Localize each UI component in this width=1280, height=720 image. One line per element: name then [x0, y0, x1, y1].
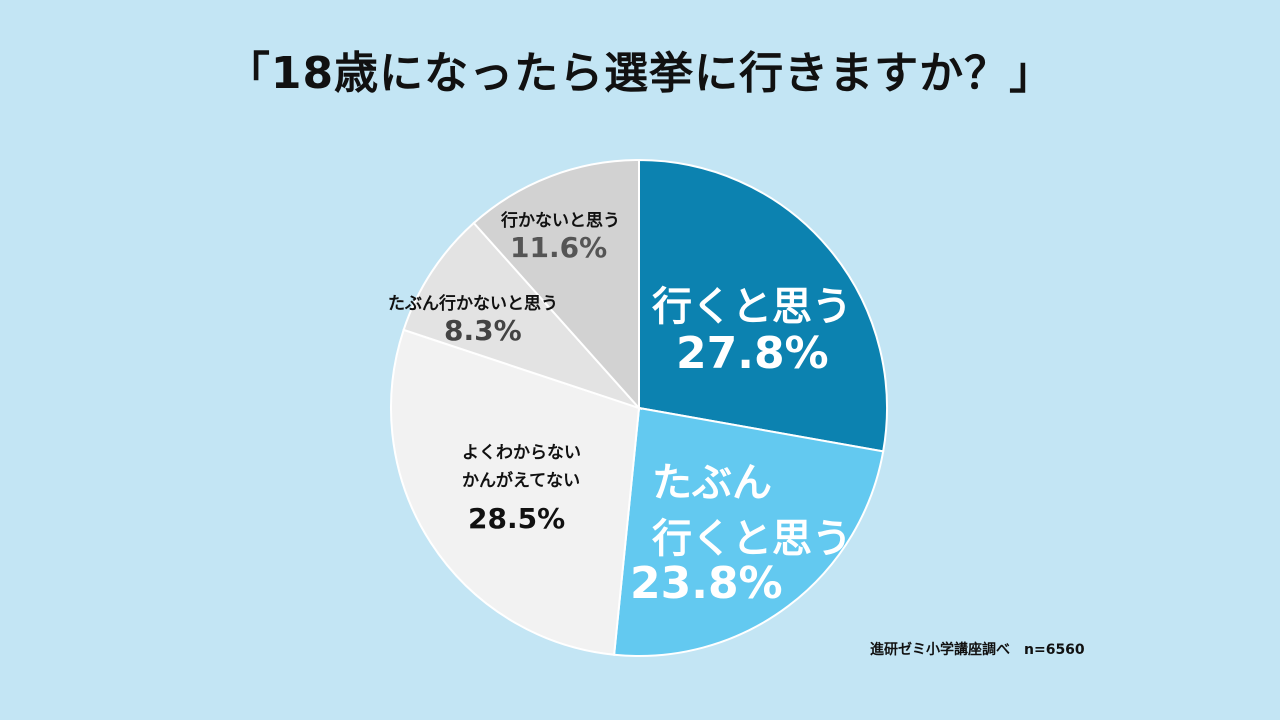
label-dont-know-text1: よくわからない: [462, 443, 581, 463]
label-probably-go-text2: 行くと思う: [652, 516, 852, 562]
label-not-go-text: 行かないと思う: [501, 211, 620, 231]
label-dont-know-pct: 28.5%: [468, 502, 566, 535]
slice-go: [638, 158, 888, 453]
label-probably-go-text1: たぶん: [652, 460, 772, 506]
label-probably-go-pct: 23.8%: [630, 558, 783, 609]
label-dont-know-text2: かんがえてない: [462, 471, 581, 491]
label-not-go-pct: 11.6%: [510, 231, 608, 264]
label-probably-not-pct: 8.3%: [444, 314, 522, 347]
slice-dont-know: [390, 328, 641, 656]
slice-probably-not: [402, 221, 643, 411]
label-go-text: 行くと思う: [652, 284, 852, 330]
slice-not-go: [472, 158, 640, 411]
slice-probably-go: [613, 406, 885, 657]
source-note: 進研ゼミ小学講座調べ n=6560: [870, 642, 1085, 658]
label-go-pct: 27.8%: [676, 328, 829, 379]
label-probably-not-text: たぶん行かないと思う: [388, 294, 558, 314]
chart-title: 「18歳になったら選挙に行きますか？」: [225, 48, 1055, 99]
